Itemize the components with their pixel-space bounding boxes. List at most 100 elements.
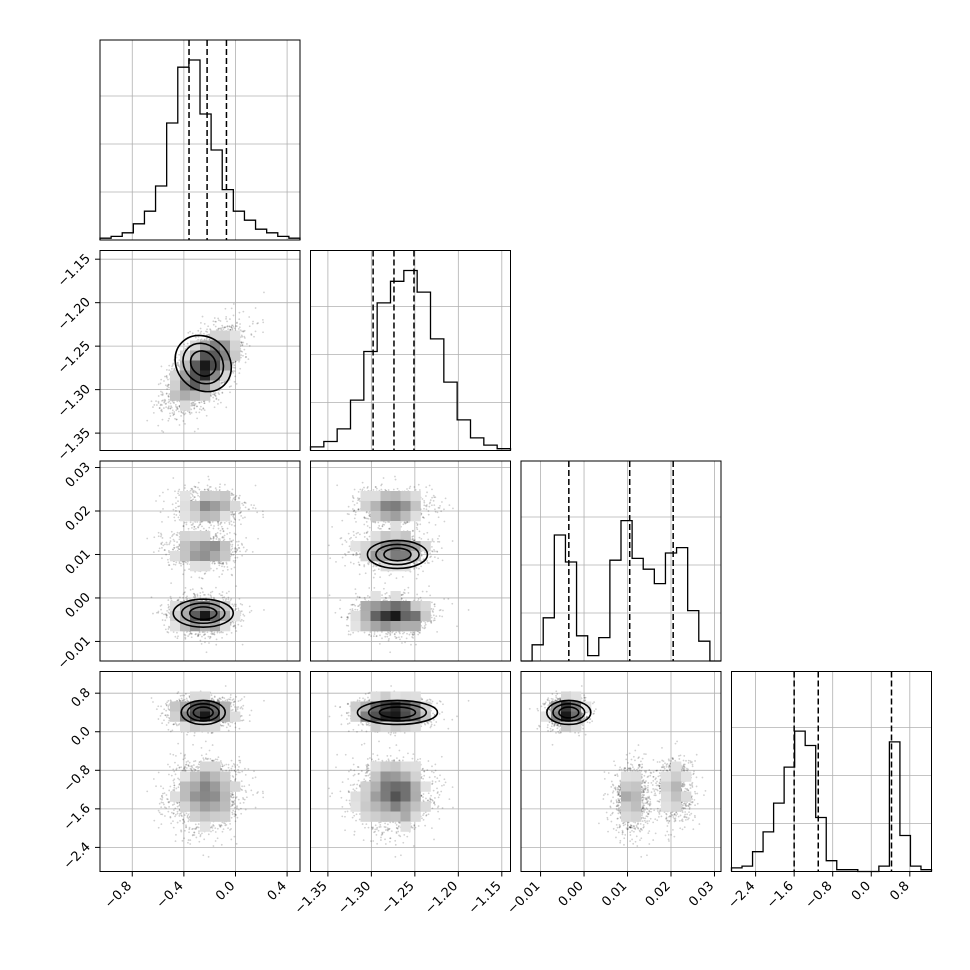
- sample-point: [255, 330, 257, 332]
- sample-point: [206, 328, 208, 330]
- sample-point: [160, 605, 162, 607]
- sample-point: [238, 328, 240, 330]
- sample-point: [230, 598, 232, 600]
- sample-point: [184, 423, 186, 425]
- sample-point: [172, 414, 174, 416]
- sample-point: [181, 411, 183, 413]
- sample-point: [229, 538, 231, 540]
- sample-point: [173, 411, 175, 413]
- sample-point: [238, 609, 240, 611]
- sample-point: [220, 402, 222, 404]
- sample-point: [160, 609, 162, 611]
- sample-point: [233, 315, 235, 317]
- sample-point: [189, 413, 191, 415]
- sample-point: [225, 308, 227, 310]
- sample-point: [220, 320, 222, 322]
- sample-point: [190, 409, 192, 411]
- sample-point: [219, 632, 221, 634]
- sample-point: [232, 370, 234, 372]
- sample-point: [208, 401, 210, 403]
- sample-point: [162, 537, 164, 539]
- sample-point: [162, 431, 164, 433]
- sample-point: [231, 574, 233, 576]
- sample-point: [229, 391, 231, 393]
- sample-point: [249, 611, 251, 613]
- sample-point: [186, 599, 188, 601]
- sample-point: [203, 402, 205, 404]
- histogram-step: [100, 60, 300, 240]
- sample-point: [200, 322, 202, 324]
- sample-point: [233, 622, 235, 624]
- sample-point: [202, 591, 204, 593]
- sample-point: [263, 292, 265, 294]
- sample-point: [168, 396, 170, 398]
- sample-point: [199, 592, 201, 594]
- sample-point: [182, 420, 184, 422]
- sample-point: [233, 554, 235, 556]
- sample-point: [168, 612, 170, 614]
- sample-point: [252, 323, 254, 325]
- panel-frame: [311, 251, 511, 451]
- sample-point: [199, 408, 201, 410]
- sample-point: [235, 608, 237, 610]
- sample-point: [161, 557, 163, 559]
- sample-point: [241, 625, 243, 627]
- sample-point: [194, 595, 196, 597]
- sample-point: [185, 587, 187, 589]
- sample-point: [226, 634, 228, 636]
- sample-point: [162, 619, 164, 621]
- sample-point: [250, 333, 252, 335]
- sample-point: [240, 354, 242, 356]
- density-cell: [220, 361, 230, 371]
- sample-point: [209, 328, 211, 330]
- sample-point: [244, 337, 246, 339]
- sample-point: [221, 637, 223, 639]
- sample-point: [207, 325, 209, 327]
- sample-point: [198, 577, 200, 579]
- sample-point: [221, 382, 223, 384]
- sample-point: [184, 591, 186, 593]
- sample-point: [204, 409, 206, 411]
- sample-point: [212, 397, 214, 399]
- density-cell: [180, 391, 190, 401]
- sample-point: [242, 355, 244, 357]
- sample-point: [168, 405, 170, 407]
- sample-point: [170, 598, 172, 600]
- sample-point: [161, 391, 163, 393]
- sample-point: [195, 411, 197, 413]
- sample-point: [193, 596, 195, 598]
- sample-point: [215, 321, 217, 323]
- sample-point: [165, 629, 167, 631]
- sample-point: [236, 383, 238, 385]
- sample-point: [193, 407, 195, 409]
- sample-point: [153, 412, 155, 414]
- sample-point: [235, 605, 237, 607]
- sample-point: [196, 405, 198, 407]
- sample-point: [245, 362, 247, 364]
- sample-point: [199, 640, 201, 642]
- sample-point: [163, 614, 165, 616]
- sample-point: [226, 320, 228, 322]
- sample-point: [167, 599, 169, 601]
- sample-point: [160, 379, 162, 381]
- density-cell: [220, 331, 230, 341]
- sample-point: [246, 549, 248, 551]
- sample-point: [241, 336, 243, 338]
- sample-point: [190, 576, 192, 578]
- sample-point: [160, 543, 162, 545]
- sample-point: [157, 425, 159, 427]
- sample-point: [242, 644, 244, 646]
- sample-point: [233, 605, 235, 607]
- sample-point: [225, 406, 227, 408]
- sample-point: [183, 344, 185, 346]
- sample-point: [241, 555, 243, 557]
- sample-point: [210, 633, 212, 635]
- sample-point: [241, 604, 243, 606]
- sample-point: [225, 316, 227, 318]
- sample-point: [173, 368, 175, 370]
- sample-point: [212, 320, 214, 322]
- sample-point: [230, 549, 232, 551]
- sample-point: [235, 627, 237, 629]
- sample-point: [179, 597, 181, 599]
